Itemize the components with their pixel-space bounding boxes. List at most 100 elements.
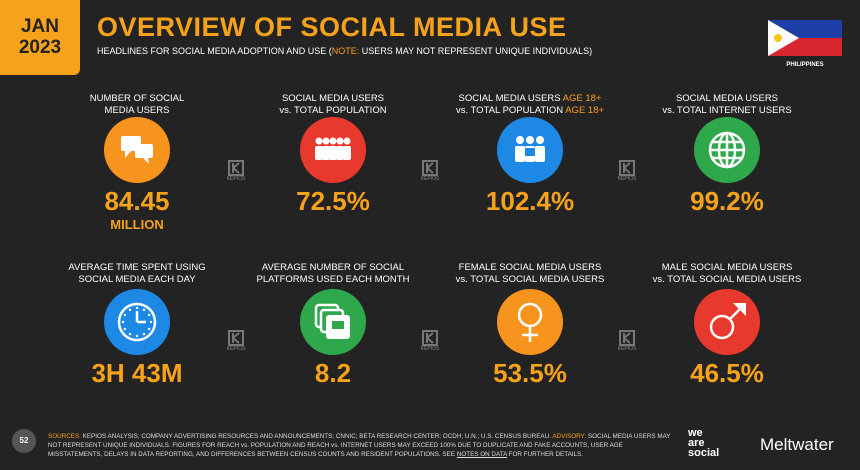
text-segment: MEDIA USERS bbox=[104, 105, 170, 116]
label-line: SOCIAL MEDIA USERS bbox=[238, 93, 428, 105]
brand-logo: we are social bbox=[688, 427, 720, 459]
stat-value: 84.45 bbox=[104, 186, 170, 216]
stat-icon bbox=[694, 289, 760, 355]
stat-icon bbox=[694, 117, 760, 183]
brand-word: we bbox=[688, 427, 703, 439]
text-segment: ADVISORY: bbox=[552, 433, 587, 440]
label-line: AVERAGE TIME SPENT USING bbox=[42, 262, 232, 274]
text-segment: HEADLINES FOR SOCIAL MEDIA ADOPTION AND … bbox=[97, 46, 332, 56]
label-line: SOCIAL MEDIA EACH DAY bbox=[42, 274, 232, 286]
watermark: KEPIOS bbox=[221, 160, 251, 182]
stat-value: 46.5% bbox=[690, 358, 764, 388]
label-line: SOCIAL MEDIA USERS AGE 18+ bbox=[435, 93, 625, 105]
label-line: NUMBER OF SOCIAL bbox=[42, 93, 232, 105]
text-segment: SOURCES: bbox=[48, 433, 81, 440]
title: OVERVIEW OF SOCIAL MEDIA USE bbox=[97, 12, 567, 42]
watermark-icon bbox=[228, 330, 244, 346]
stat-unit: MILLION bbox=[110, 217, 164, 232]
text-segment: vs. TOTAL POPULATION bbox=[279, 105, 387, 116]
text-segment: SOCIAL MEDIA USERS MAY NOT REPRESENT UNI… bbox=[48, 433, 671, 458]
label-line: vs. TOTAL INTERNET USERS bbox=[632, 105, 822, 117]
label-line: FEMALE SOCIAL MEDIA USERS bbox=[435, 262, 625, 274]
text-segment: KEPIOS ANALYSIS; COMPANY ADVERTISING RES… bbox=[80, 433, 553, 440]
label-line: MALE SOCIAL MEDIA USERS bbox=[632, 262, 822, 274]
watermark: KEPIOS bbox=[221, 330, 251, 352]
stat-value: 102.4% bbox=[485, 186, 575, 216]
page-number: 52 bbox=[12, 429, 36, 453]
stat: AVERAGE TIME SPENT USING SOCIAL MEDIA EAC… bbox=[42, 262, 232, 389]
watermark: KEPIOS bbox=[612, 160, 642, 182]
stat-label: SOCIAL MEDIA USERS vs. TOTAL INTERNET USE… bbox=[632, 93, 822, 119]
watermark-text: KEPIOS bbox=[617, 176, 637, 182]
stat: MALE SOCIAL MEDIA USERS vs. TOTAL SOCIAL … bbox=[632, 262, 822, 389]
text-segment: AGE 18+ bbox=[565, 105, 605, 116]
stat: AVERAGE NUMBER OF SOCIAL PLATFORMS USED E… bbox=[238, 262, 428, 389]
stat: SOCIAL MEDIA USERS vs. TOTAL POPULATION 72… bbox=[238, 93, 428, 217]
stat-icon bbox=[497, 289, 563, 355]
watermark: KEPIOS bbox=[612, 330, 642, 352]
stat-label: MALE SOCIAL MEDIA USERS vs. TOTAL SOCIAL … bbox=[632, 262, 822, 288]
watermark: KEPIOS bbox=[415, 160, 445, 182]
watermark-icon bbox=[422, 330, 438, 346]
label-line: vs. TOTAL SOCIAL MEDIA USERS bbox=[435, 274, 625, 286]
text-segment: SOCIAL MEDIA USERS bbox=[675, 93, 779, 104]
text-segment: vs. TOTAL INTERNET USERS bbox=[662, 105, 792, 116]
watermark-text: KEPIOS bbox=[420, 346, 440, 352]
stat-icon bbox=[104, 289, 170, 355]
country-label: PHILIPPINES bbox=[786, 62, 824, 68]
footnotes: SOURCES: KEPIOS ANALYSIS; COMPANY ADVERT… bbox=[48, 432, 678, 459]
text-segment: SOCIAL MEDIA EACH DAY bbox=[78, 274, 196, 285]
text-segment: AVERAGE TIME SPENT USING bbox=[68, 262, 206, 273]
label-line: vs. TOTAL POPULATION bbox=[238, 105, 428, 117]
watermark: KEPIOS bbox=[415, 330, 445, 352]
watermark-text: KEPIOS bbox=[226, 176, 246, 182]
text-segment: FOR FURTHER DETAILS. bbox=[506, 451, 583, 458]
label-line: AVERAGE NUMBER OF SOCIAL bbox=[238, 262, 428, 274]
text-segment: NOTE: bbox=[331, 46, 360, 56]
label-line: vs. TOTAL POPULATION AGE 18+ bbox=[435, 105, 625, 117]
text-segment: SOCIAL MEDIA USERS bbox=[281, 93, 385, 104]
text-segment: MALE SOCIAL MEDIA USERS bbox=[661, 262, 793, 273]
text-segment: FEMALE SOCIAL MEDIA USERS bbox=[458, 262, 602, 273]
text-segment: vs. TOTAL POPULATION bbox=[455, 105, 566, 116]
text-segment: USERS MAY NOT REPRESENT UNIQUE INDIVIDUA… bbox=[359, 46, 593, 56]
label-line: MEDIA USERS bbox=[42, 105, 232, 117]
flag bbox=[768, 20, 842, 56]
brand-word: social bbox=[688, 447, 720, 459]
stat: SOCIAL MEDIA USERS AGE 18+ vs. TOTAL POPU… bbox=[435, 93, 625, 217]
stat-icon bbox=[104, 117, 170, 183]
stat-value: 72.5% bbox=[296, 186, 370, 216]
text-segment: SOCIAL MEDIA USERS bbox=[458, 93, 563, 104]
stat-label: FEMALE SOCIAL MEDIA USERS vs. TOTAL SOCIA… bbox=[435, 262, 625, 288]
date-month: JAN bbox=[20, 16, 59, 37]
label-line: vs. TOTAL SOCIAL MEDIA USERS bbox=[632, 274, 822, 286]
stat: FEMALE SOCIAL MEDIA USERS vs. TOTAL SOCIA… bbox=[435, 262, 625, 389]
subtitle: HEADLINES FOR SOCIAL MEDIA ADOPTION AND … bbox=[97, 46, 592, 56]
watermark-icon bbox=[228, 160, 244, 176]
date-badge: JAN 2023 bbox=[0, 0, 80, 75]
partner-logo: Meltwater bbox=[760, 435, 834, 454]
label-line: PLATFORMS USED EACH MONTH bbox=[238, 274, 428, 286]
text-segment: AVERAGE NUMBER OF SOCIAL bbox=[261, 262, 405, 273]
watermark-text: KEPIOS bbox=[617, 346, 637, 352]
stat-icon bbox=[300, 289, 366, 355]
text-segment: vs. TOTAL SOCIAL MEDIA USERS bbox=[455, 274, 605, 285]
text-segment: vs. TOTAL SOCIAL MEDIA USERS bbox=[652, 274, 802, 285]
text-segment: NOTES ON DATA bbox=[456, 451, 507, 458]
stat: SOCIAL MEDIA USERS vs. TOTAL INTERNET USE… bbox=[632, 93, 822, 217]
watermark-text: KEPIOS bbox=[420, 176, 440, 182]
brand-word: are bbox=[688, 437, 705, 449]
text-segment: PLATFORMS USED EACH MONTH bbox=[256, 274, 410, 285]
date-year: 2023 bbox=[18, 37, 62, 58]
stat-label: SOCIAL MEDIA USERS vs. TOTAL POPULATION bbox=[238, 93, 428, 119]
watermark-icon bbox=[619, 160, 635, 176]
text-segment: AGE 18+ bbox=[562, 93, 602, 104]
watermark-text: KEPIOS bbox=[226, 346, 246, 352]
text-segment: NUMBER OF SOCIAL bbox=[89, 93, 185, 104]
stat-label: AVERAGE TIME SPENT USING SOCIAL MEDIA EAC… bbox=[42, 262, 232, 288]
stat-label: NUMBER OF SOCIAL MEDIA USERS bbox=[42, 93, 232, 119]
stat-value: 3H 43M bbox=[91, 358, 183, 388]
stat-label: SOCIAL MEDIA USERS AGE 18+ vs. TOTAL POPU… bbox=[435, 93, 625, 119]
stat-value: 99.2% bbox=[690, 186, 764, 216]
